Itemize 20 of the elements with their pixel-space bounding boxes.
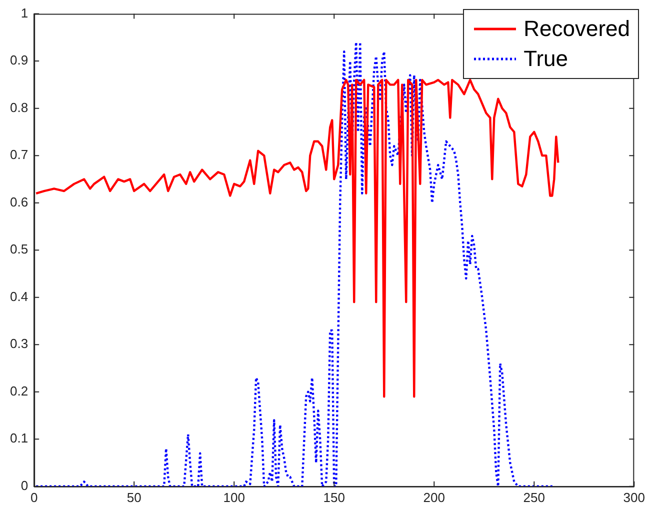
y-tick-label: 0.4 xyxy=(10,288,28,304)
y-tick-label: 1 xyxy=(20,5,28,20)
y-tick-label: 0.5 xyxy=(10,242,28,257)
y-tick-label: 0.9 xyxy=(10,52,28,68)
legend-label: True xyxy=(524,45,568,73)
x-tick-label: 150 xyxy=(323,490,345,505)
x-tick-label: 200 xyxy=(423,490,445,505)
y-tick-label: 0.2 xyxy=(10,383,28,398)
y-tick-label: 0.3 xyxy=(10,336,28,352)
x-tick-label: 250 xyxy=(523,490,545,505)
y-tick-label: 0.1 xyxy=(10,430,28,446)
legend-label: Recovered xyxy=(524,15,630,43)
y-tick-label: 0 xyxy=(20,478,28,493)
x-tick-label: 50 xyxy=(126,490,142,505)
x-tick-label: 300 xyxy=(623,490,646,505)
y-tick-label: 0.8 xyxy=(10,100,28,115)
x-tick-label: 100 xyxy=(223,490,245,505)
y-tick-label: 0.6 xyxy=(10,194,28,210)
x-tick-label: 0 xyxy=(30,490,38,505)
y-tick-label: 0.7 xyxy=(10,147,28,162)
